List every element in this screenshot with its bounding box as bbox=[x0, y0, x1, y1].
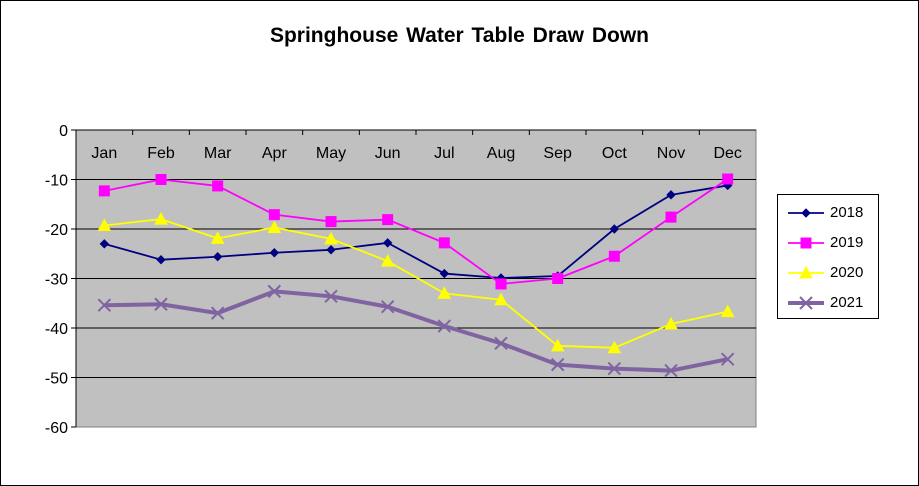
gridlines bbox=[76, 179, 756, 378]
legend-item-2020: 2020 bbox=[778, 263, 878, 283]
x-tick-label: Aug bbox=[487, 145, 515, 162]
data-point-2018 bbox=[609, 224, 620, 234]
legend-item-2018: 2018 bbox=[778, 203, 878, 223]
y-tick-label: -30 bbox=[45, 272, 68, 289]
series-line-2019 bbox=[104, 178, 729, 285]
y-tick-label: -10 bbox=[45, 173, 68, 190]
data-point-2021 bbox=[380, 300, 395, 314]
y-axis: 0 -10 -20 -30 -40 -50 -60 bbox=[45, 123, 756, 437]
data-point-2020 bbox=[437, 286, 452, 299]
legend-label-2018: 2018 bbox=[830, 204, 864, 221]
data-point-2019 bbox=[495, 278, 507, 290]
data-point-2020 bbox=[607, 340, 622, 354]
data-point-2018 bbox=[382, 238, 393, 248]
series-line-2021 bbox=[104, 289, 729, 373]
data-point-2021 bbox=[550, 357, 565, 372]
data-point-2021 bbox=[210, 306, 225, 320]
series-line-2020 bbox=[104, 218, 728, 349]
data-point-2021 bbox=[437, 319, 452, 333]
data-point-2020 bbox=[210, 231, 225, 244]
legend-marker-2020 bbox=[788, 265, 824, 279]
x-tick-label: Sep bbox=[543, 145, 572, 162]
x-tick-label: Apr bbox=[262, 145, 288, 162]
x-tick-label: Jan bbox=[91, 145, 117, 162]
data-point-2019 bbox=[98, 185, 110, 197]
series-markers bbox=[97, 173, 735, 378]
legend-marker bbox=[799, 265, 813, 279]
legend-marker bbox=[800, 237, 812, 249]
data-point-2021 bbox=[664, 363, 678, 378]
data-point-2020 bbox=[664, 316, 678, 330]
data-point-2021 bbox=[97, 298, 112, 312]
data-point-2019 bbox=[268, 209, 280, 221]
legend-marker bbox=[801, 208, 811, 218]
data-point-2019 bbox=[382, 214, 394, 226]
series-line-2018 bbox=[104, 184, 728, 279]
y-tick-label: -20 bbox=[45, 222, 68, 239]
data-point-2021 bbox=[324, 289, 338, 304]
data-point-2018 bbox=[269, 248, 280, 258]
data-point-2019 bbox=[155, 174, 167, 185]
data-point-2018 bbox=[666, 190, 676, 200]
data-point-2019 bbox=[325, 216, 337, 228]
legend-marker bbox=[799, 296, 813, 310]
y-tick-label: 0 bbox=[59, 123, 68, 140]
x-tick-label: May bbox=[316, 145, 346, 162]
data-point-2021 bbox=[267, 284, 282, 299]
data-point-2021 bbox=[494, 336, 508, 351]
y-tick-label: -40 bbox=[45, 321, 68, 338]
data-point-2020 bbox=[380, 254, 395, 267]
data-point-2020 bbox=[324, 231, 338, 245]
data-point-2018 bbox=[212, 252, 223, 262]
data-point-2018 bbox=[99, 239, 110, 249]
data-point-2018 bbox=[156, 254, 166, 265]
data-point-2019 bbox=[608, 250, 620, 262]
legend-label-2019: 2019 bbox=[830, 234, 864, 251]
data-point-2019 bbox=[212, 180, 224, 192]
legend-item-2021: 2021 bbox=[778, 293, 878, 313]
legend-marker-2018 bbox=[788, 208, 824, 218]
x-tick-label: Mar bbox=[204, 145, 232, 162]
x-tick-label: Oct bbox=[602, 145, 627, 162]
data-point-2019 bbox=[438, 237, 450, 249]
series-lines bbox=[104, 178, 729, 373]
data-point-2020 bbox=[97, 218, 112, 232]
data-point-2020 bbox=[154, 212, 168, 225]
x-tick-label: Feb bbox=[147, 145, 175, 162]
data-point-2018 bbox=[439, 268, 450, 279]
data-point-2020 bbox=[720, 304, 735, 318]
data-point-2020 bbox=[494, 292, 508, 306]
chart-title: Springhouse Water Table Draw Down bbox=[269, 24, 650, 47]
x-tick-label: Jun bbox=[375, 145, 401, 162]
y-tick-label: -50 bbox=[45, 371, 68, 388]
data-point-2021 bbox=[720, 352, 735, 366]
y-tick-label: -60 bbox=[45, 420, 68, 437]
data-point-2020 bbox=[267, 220, 282, 234]
legend: 2018 2019 2020 2021 bbox=[777, 194, 879, 319]
x-tick-label: Dec bbox=[713, 145, 741, 162]
x-tick-label: Jul bbox=[434, 145, 454, 162]
data-point-2018 bbox=[326, 245, 336, 255]
legend-marker-2019 bbox=[788, 237, 824, 249]
legend-label-2020: 2020 bbox=[830, 264, 864, 281]
data-point-2021 bbox=[154, 297, 168, 311]
data-point-2021 bbox=[607, 361, 622, 376]
data-point-2019 bbox=[665, 211, 677, 223]
x-axis-labels: Jan Feb Mar Apr May Jun Jul Aug Sep Oct Nov Dec bbox=[91, 130, 742, 162]
data-point-2019 bbox=[722, 173, 734, 185]
data-point-2019 bbox=[552, 273, 564, 284]
legend-item-2019: 2019 bbox=[778, 233, 878, 253]
x-tick-label: Nov bbox=[657, 145, 685, 162]
data-point-2020 bbox=[550, 338, 565, 352]
legend-label-2021: 2021 bbox=[830, 294, 864, 311]
legend-marker-2021 bbox=[788, 296, 824, 310]
